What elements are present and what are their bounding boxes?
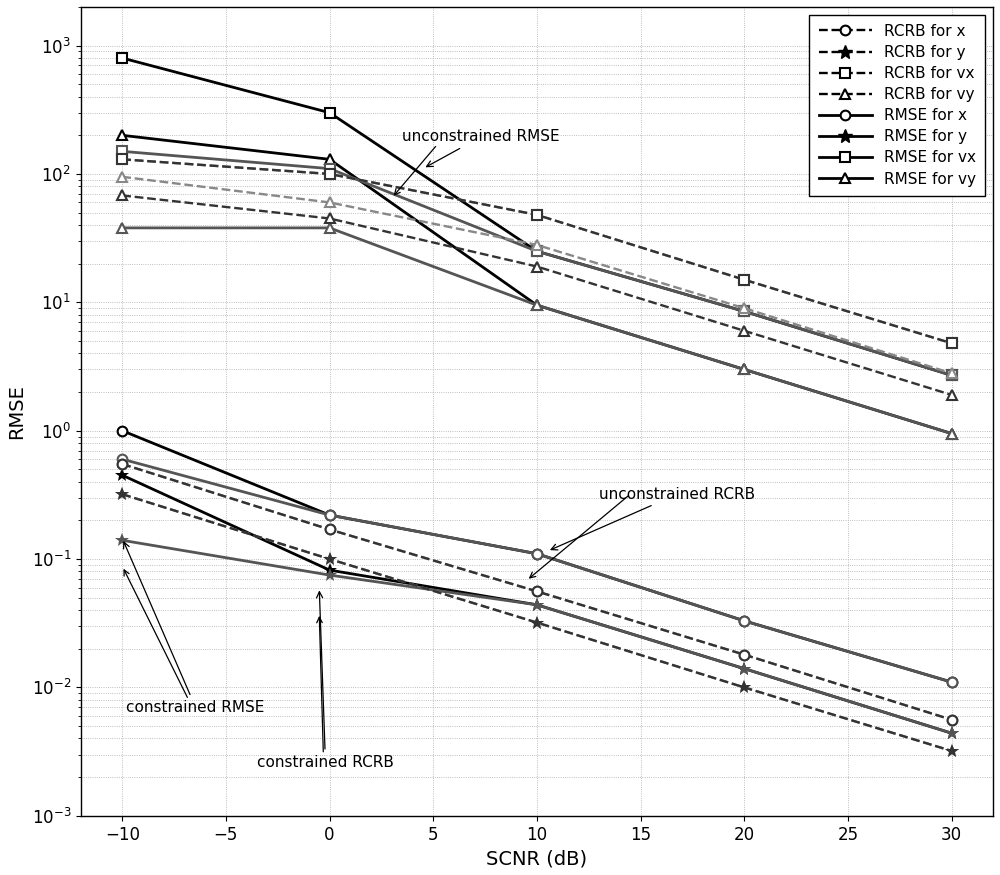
Text: constrained RMSE: constrained RMSE: [124, 542, 265, 715]
Y-axis label: RMSE: RMSE: [7, 384, 26, 438]
Legend: RCRB for x, RCRB for y, RCRB for vx, RCRB for vy, RMSE for x, RMSE for y, RMSE f: RCRB for x, RCRB for y, RCRB for vx, RCR…: [809, 15, 985, 196]
X-axis label: SCNR (dB): SCNR (dB): [486, 849, 587, 868]
Text: unconstrained RMSE: unconstrained RMSE: [402, 130, 560, 166]
Text: constrained RCRB: constrained RCRB: [257, 592, 394, 769]
Text: unconstrained RCRB: unconstrained RCRB: [551, 487, 755, 550]
